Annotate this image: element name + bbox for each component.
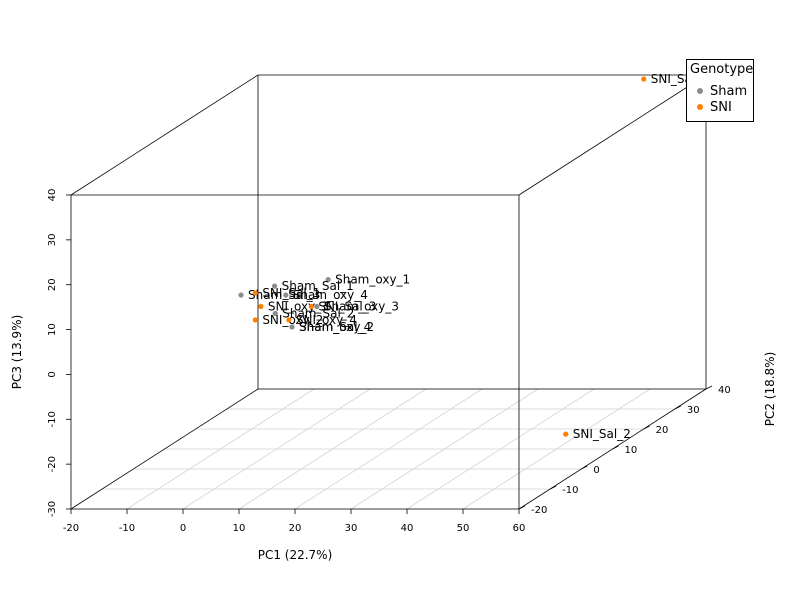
z-tick-label: 10 [47, 323, 58, 336]
legend-swatch-sham [697, 87, 703, 94]
y-tick-label: 30 [687, 405, 700, 416]
y-tick-label: 10 [625, 445, 638, 456]
legend-label-sni: SNI [710, 100, 732, 115]
point-sni-oxy-2 [252, 317, 258, 323]
z-tick-label: 0 [47, 371, 58, 377]
point-label-sham-sal-1: Sham_Sal_1 [282, 279, 354, 293]
x-tick-label: -20 [63, 523, 79, 534]
box-edge [70, 388, 259, 510]
point-label-sni-oxy-3: SNI_oxy_3 [268, 299, 329, 313]
point-label-sham-oxy-2: Sham_oxy_2 [299, 320, 374, 334]
point-sni-oxy-3 [258, 303, 264, 310]
point-sham-oxy-1 [325, 276, 331, 283]
y-tick-mark [674, 405, 682, 410]
legend: Genotype Sham SNI [686, 59, 754, 122]
point-sni-sal-1 [252, 290, 258, 296]
y-tick-label: -20 [531, 505, 547, 516]
x-tick-label: 30 [345, 523, 358, 534]
legend-label-sham: Sham [710, 84, 748, 99]
point-label-sni-oxy-2: SNI_oxy_2 [262, 313, 323, 327]
point-sham-oxy-4 [283, 292, 289, 298]
x-axis-title: PC1 (22.7%) [258, 548, 333, 562]
floor-grid [70, 388, 707, 510]
plot-box [70, 74, 707, 510]
legend-entry-sni: SNI [697, 100, 732, 115]
point-sham-sal-1 [272, 283, 278, 289]
point-label-sham-sal-3: Sham_Sal_3 [248, 288, 320, 302]
legend-swatch-sni [697, 103, 703, 110]
box-edge [70, 74, 259, 196]
z-tick-label: 40 [47, 189, 58, 202]
point-label-sni-sal-3: SNI_Sal_3 [318, 299, 376, 313]
point-label-sham-sal-2: Sham_Sal_2 [282, 306, 354, 320]
x-tick-label: 60 [513, 523, 526, 534]
point-sham-sal-2 [272, 310, 278, 317]
x-tick-label: 0 [180, 523, 186, 534]
x-tick-label: 50 [457, 523, 470, 534]
x-tick-label: 10 [233, 523, 246, 534]
point-sni-sal-2 [563, 431, 569, 437]
z-tick-label: -10 [47, 411, 58, 427]
y-tick-label: 20 [656, 425, 669, 436]
y-tick-label: -10 [562, 485, 578, 496]
axis-ticks: -20 -10 0 10 20 30 40 50 60 -20 -10 0 10 20 30 40 -30 -20… [47, 189, 731, 534]
point-sham-sal-3 [238, 292, 244, 298]
point-label-sham-oxy-4: Sham_oxy_4 [293, 288, 368, 302]
x-tick-label: 20 [289, 523, 302, 534]
point-label-sni-sal-1: SNI_Sal_1 [262, 286, 320, 300]
point-label-sham-oxy-3: Sham_oxy_3 [324, 299, 399, 313]
y-tick-mark [549, 485, 557, 490]
point-sham-sal-4 [289, 324, 295, 330]
legend-entry-sham: Sham [697, 84, 747, 99]
x-tick-label: -10 [119, 523, 135, 534]
point-label-sham-oxy-1: Sham_oxy_1 [335, 273, 410, 287]
point-sham-oxy-3 [314, 303, 320, 310]
y-tick-mark [705, 385, 713, 390]
x-tick-label: 40 [401, 523, 414, 534]
z-tick-label: 20 [47, 278, 58, 291]
point-sni-sal-4 [641, 76, 647, 82]
data-points: SNI_Sal_4SNI_Sal_2Sham_oxy_1Sham_Sal_1Sh… [238, 72, 709, 441]
box-edge [518, 74, 707, 196]
point-label-sni-oxy-4: SNI_oxy_4 [296, 313, 357, 327]
legend-title: Genotype [690, 62, 754, 77]
point-sni-sal-3 [308, 303, 314, 310]
z-axis-title: PC3 (13.9%) [10, 315, 24, 390]
z-tick-label: -20 [47, 456, 58, 472]
y-axis-title: PC2 (18.8%) [763, 352, 777, 427]
y-tick-mark [643, 425, 650, 430]
y-tick-label: 0 [593, 465, 599, 476]
y-tick-label: 40 [718, 385, 731, 396]
y-tick-mark [581, 465, 588, 470]
y-tick-mark [518, 505, 526, 510]
point-label-sni-sal-2: SNI_Sal_2 [573, 427, 631, 441]
point-sni-oxy-4 [286, 317, 292, 323]
z-tick-label: -30 [47, 501, 58, 517]
point-label-sham-sal-4: Sham_Sal_4 [299, 320, 371, 334]
y-tick-mark [612, 445, 619, 450]
z-tick-label: 30 [47, 233, 58, 246]
